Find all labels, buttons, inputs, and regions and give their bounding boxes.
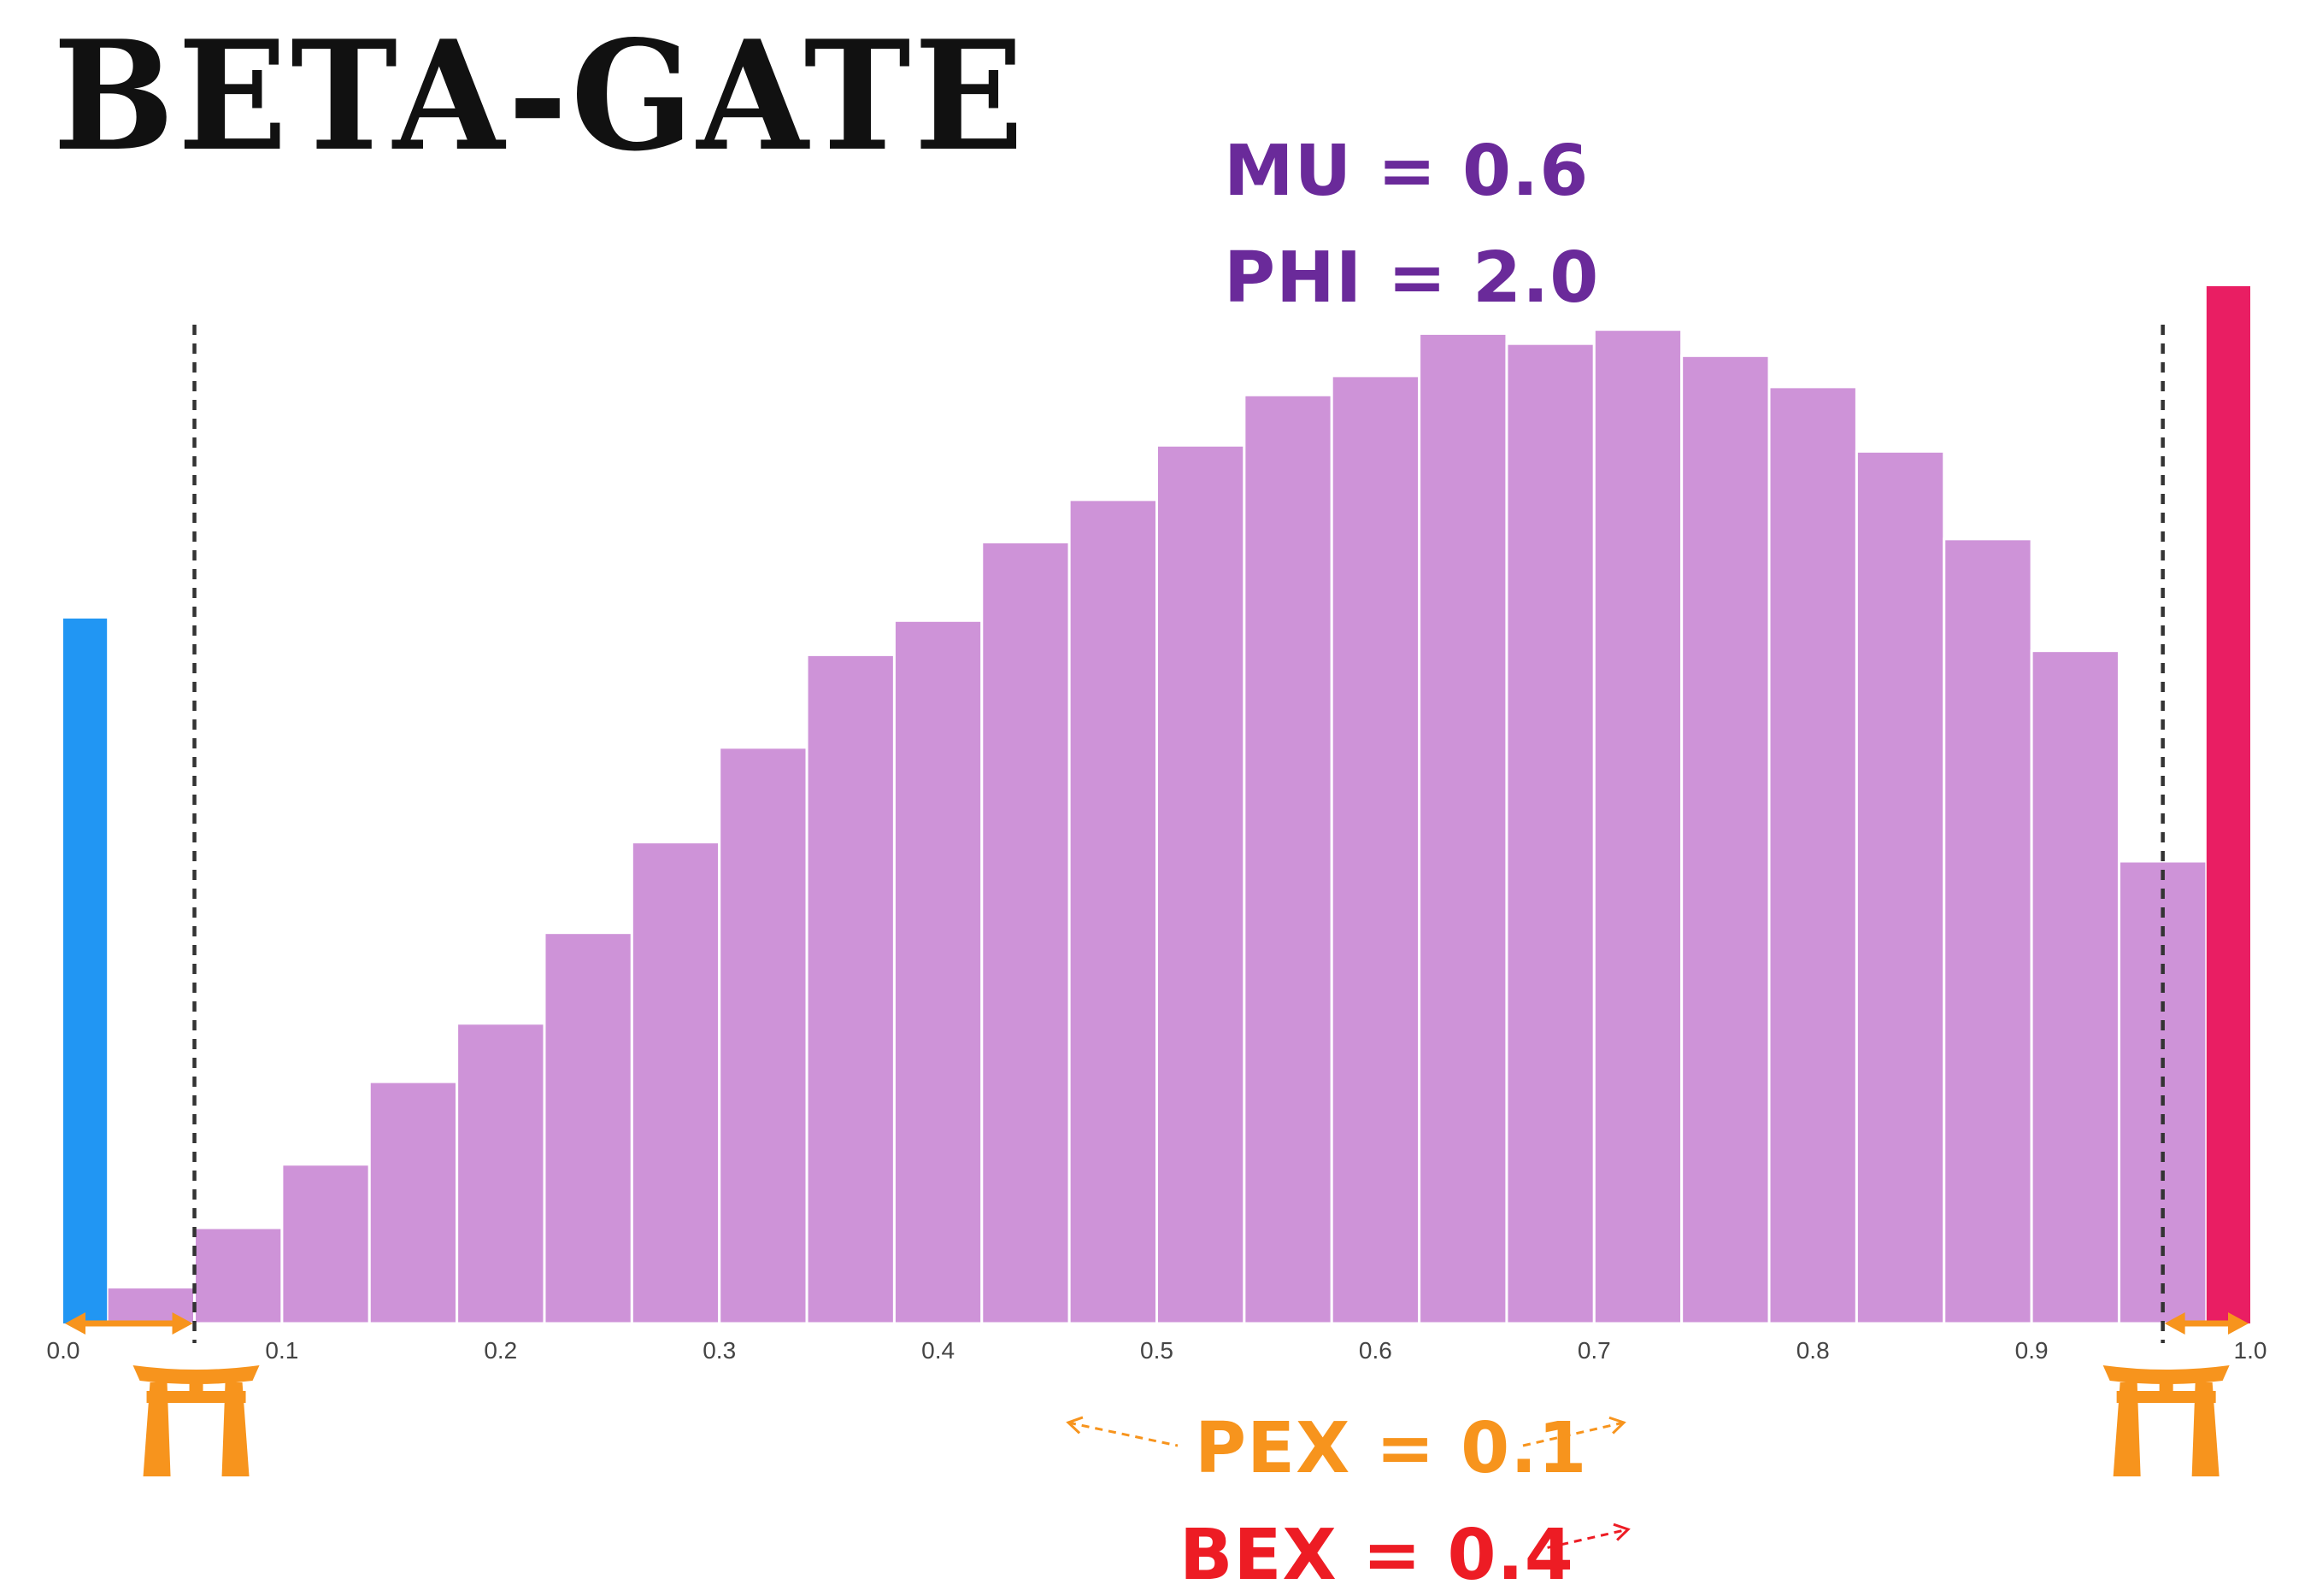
dashed-arrow-line — [1533, 1528, 1629, 1552]
x-tick-label: 0.2 — [484, 1337, 517, 1364]
histogram-bar — [543, 931, 633, 1325]
histogram-bar — [805, 653, 896, 1325]
arrowhead-right — [2228, 1312, 2249, 1335]
torii-top-beam — [132, 1365, 260, 1384]
x-tick-label: 0.0 — [47, 1337, 80, 1364]
gate-icons — [132, 1365, 2230, 1476]
x-tick-label: 1.0 — [2234, 1337, 2267, 1364]
x-tick-label: 0.1 — [265, 1337, 298, 1364]
spike-bars — [63, 286, 2250, 1323]
histogram-bar — [1943, 537, 2033, 1325]
gate-range-arrow — [65, 1312, 193, 1335]
zero-spike-bar — [63, 618, 108, 1323]
histogram-bar — [456, 1022, 546, 1325]
torii-gate-icon — [132, 1365, 260, 1476]
histogram-bar — [718, 746, 808, 1325]
page-title: BETA-GATE — [53, 7, 1027, 185]
histogram-bar — [1680, 354, 1771, 1325]
dashed-arrowhead — [1613, 1523, 1631, 1541]
histogram-bar — [1855, 449, 1946, 1325]
torii-right-pillar — [2191, 1382, 2220, 1476]
histogram-bar — [892, 619, 984, 1325]
arrowhead-left — [2164, 1312, 2185, 1335]
x-tick-label: 0.7 — [1578, 1337, 1611, 1364]
torii-left-pillar — [143, 1382, 171, 1476]
dashed-arrowhead — [1608, 1416, 1626, 1435]
pex-arrow-left — [1066, 1416, 1179, 1447]
histogram-bar — [1505, 342, 1596, 1325]
x-tick-label: 0.6 — [1359, 1337, 1392, 1364]
torii-gate-icon — [2102, 1365, 2230, 1476]
histogram-bar — [630, 841, 721, 1325]
pex-arrow-right — [1522, 1416, 1626, 1447]
x-axis: 0.0 0.1 0.2 0.3 0.4 0.5 0.6 0.7 0.8 0.9 1.0 — [47, 1337, 2267, 1364]
histogram-bar — [367, 1080, 459, 1325]
histogram-bar — [193, 1226, 284, 1325]
histogram-bar — [1592, 328, 1684, 1325]
histogram-bar — [1067, 498, 1159, 1325]
histogram-bar — [1418, 332, 1508, 1325]
histogram-bars — [105, 328, 2208, 1325]
x-tick-label: 0.3 — [703, 1337, 736, 1364]
histogram-bar — [1330, 374, 1421, 1325]
torii-left-pillar — [2113, 1382, 2141, 1476]
x-tick-label: 0.8 — [1796, 1337, 1830, 1364]
histogram-bar — [1243, 393, 1333, 1325]
torii-right-pillar — [221, 1382, 250, 1476]
mu-label: MU = 0.6 — [1224, 131, 1590, 212]
torii-top-beam — [2102, 1365, 2230, 1384]
torii-center-post — [2159, 1381, 2173, 1393]
bex-label: BEX = 0.4 — [1179, 1515, 1574, 1596]
x-tick-label: 0.5 — [1140, 1337, 1173, 1364]
histogram-bar — [280, 1163, 371, 1325]
histogram-bar — [1155, 443, 1246, 1325]
torii-lower-beam — [146, 1391, 246, 1403]
dashed-arrow-line — [1522, 1421, 1625, 1447]
histogram-bar — [980, 540, 1071, 1325]
x-tick-label: 0.9 — [2015, 1337, 2049, 1364]
dashed-arrow-line — [1067, 1421, 1179, 1447]
one-spike-bar — [2206, 286, 2250, 1323]
dashed-arrowhead — [1066, 1416, 1084, 1435]
arrowhead-right — [172, 1312, 193, 1335]
pex-label: PEX = 0.1 — [1195, 1408, 1588, 1489]
gate-thresholds — [192, 325, 2165, 1343]
histogram-bar — [1767, 385, 1858, 1325]
x-tick-label: 0.4 — [921, 1337, 955, 1364]
torii-lower-beam — [2116, 1391, 2216, 1403]
annotation-arrows — [65, 1312, 2249, 1552]
gate-range-arrow — [2164, 1312, 2249, 1335]
histogram-bar — [2030, 649, 2120, 1325]
torii-center-post — [189, 1381, 203, 1393]
bex-arrow-right — [1533, 1523, 1631, 1552]
arrowhead-left — [65, 1312, 85, 1335]
phi-label: PHI = 2.0 — [1224, 238, 1600, 319]
